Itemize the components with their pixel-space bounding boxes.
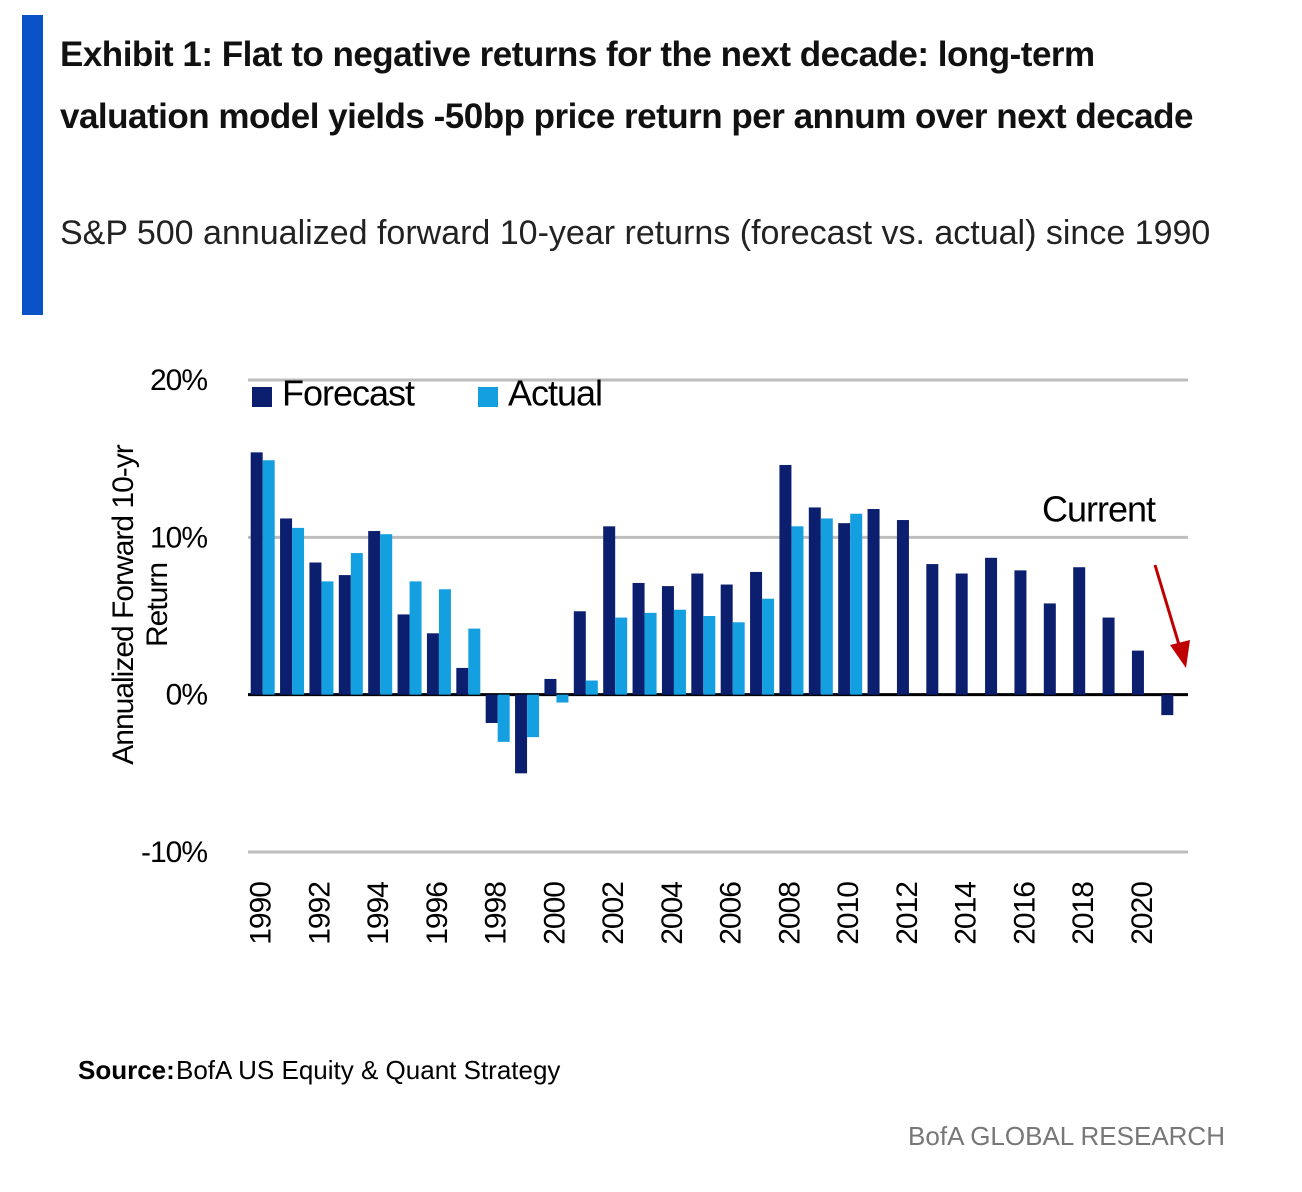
y-axis-label: Annualized Forward 10-yrReturn [107,444,174,765]
bar [867,509,880,695]
legend-label: Forecast [282,373,415,414]
source-label: Source: [78,1055,175,1085]
x-tick-label: 2002 [597,882,630,945]
bar [426,633,439,695]
bar [615,617,628,695]
bar [585,680,598,695]
title: Exhibit 1: Flat to negative returns for … [60,35,1194,136]
y-tick-label: 10% [150,521,207,554]
bar [1014,570,1027,695]
bar [544,678,557,695]
bar [985,557,998,695]
y-axis-label-line: Annualized Forward 10-yr [107,444,140,765]
y-tick-label: 0% [166,679,208,712]
bar [673,609,686,695]
bar [380,534,393,695]
x-tick-label: 2012 [891,882,924,945]
bar [732,622,745,695]
x-tick-label: 2008 [773,882,806,945]
x-tick-label: 2000 [538,882,571,945]
x-tick-label: 2016 [1008,882,1041,945]
legend-label: Actual [508,373,602,414]
bar [556,694,569,703]
x-tick-label: 2014 [950,882,983,945]
x-tick-label: 1990 [245,882,278,945]
legend-swatch [252,387,272,407]
bar [515,694,528,774]
bar [1131,650,1144,695]
x-tick-label: 2006 [715,882,748,945]
bar [644,612,657,695]
legend-swatch [478,387,498,407]
source: BofA US Equity & Quant Strategy [176,1055,560,1085]
bar [1043,603,1056,695]
bar [292,527,305,695]
bar [661,586,674,695]
bar [321,581,334,695]
x-tick-label: 2004 [656,882,689,945]
bar [603,526,616,695]
bar [309,562,322,695]
bar [250,452,263,695]
x-tick-label: 1996 [421,882,454,945]
x-tick-label: 1998 [480,882,513,945]
bar [397,614,410,695]
annotation-arrow [1153,564,1182,649]
bar [368,531,381,695]
accent-bar [22,15,43,315]
footer: BofA GLOBAL RESEARCH [908,1121,1225,1151]
bar [350,553,363,695]
bar [485,694,498,723]
bar [527,694,540,738]
bar [338,575,351,695]
subtitle: S&P 500 annualized forward 10-year retur… [60,214,1211,252]
bar [497,694,510,742]
x-tick-label: 1992 [303,882,336,945]
y-tick-label: 20% [150,364,207,397]
x-tick-label: 1994 [362,882,395,945]
bar [955,573,968,695]
bar [1161,694,1174,716]
bar [1102,617,1115,695]
bar [720,584,733,695]
bar [820,518,833,695]
bar [896,520,909,695]
y-axis-label-line: Return [141,563,174,647]
bar [808,507,821,695]
bar [926,564,939,695]
x-tick-label: 2018 [1067,882,1100,945]
bar [632,582,645,695]
bar [409,581,422,695]
x-tick-label: 2010 [832,882,865,945]
bar [750,571,763,695]
bar [573,611,586,695]
bar [762,598,775,695]
y-tick-label: -10% [141,836,207,869]
bar [779,464,792,695]
annotation: Current [1042,489,1156,530]
bar [791,526,804,695]
bar [468,628,481,695]
x-tick-label: 2020 [1126,882,1159,945]
bar [838,523,851,695]
bar [456,667,469,695]
arrow-head [1170,640,1190,668]
bar [1073,567,1086,695]
bar [438,589,451,695]
bar [850,513,863,695]
bar [280,518,293,695]
bar [262,460,275,695]
bar [691,573,704,695]
bar [703,616,716,695]
